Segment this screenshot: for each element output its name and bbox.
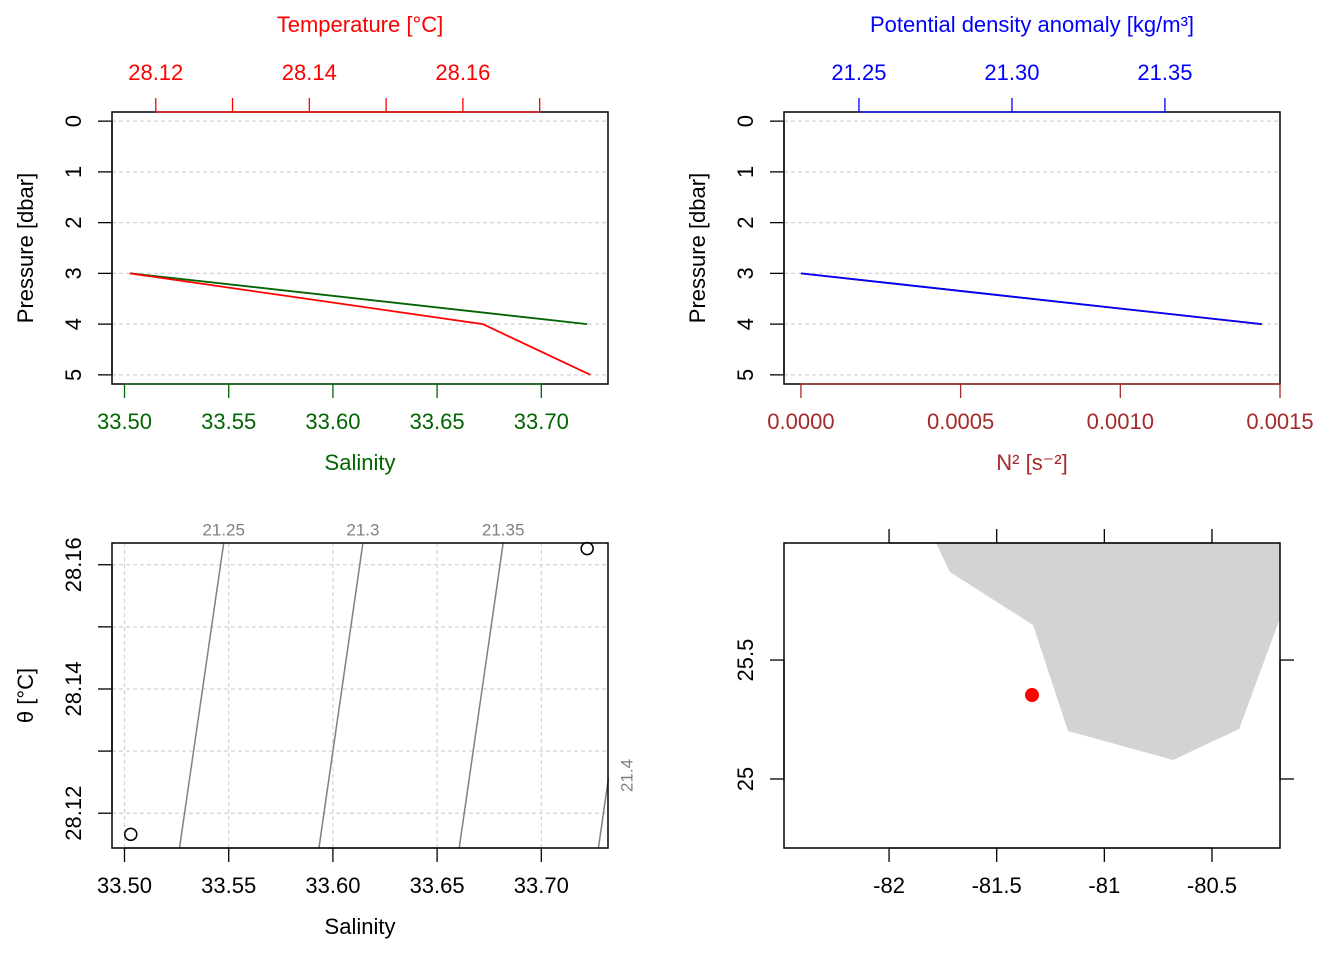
x2-axis-title: Temperature [°C] [277,12,444,37]
x2-tick-label: 21.25 [831,60,886,85]
x-axis-title: Salinity [325,914,396,939]
x-tick-label: 0.0000 [767,409,834,434]
x-tick-label: 0.0015 [1246,409,1313,434]
y-axis-title: Pressure [dbar] [685,173,710,323]
y-tick-label: 5 [61,369,86,381]
profile-line [129,272,591,376]
y-tick-label: 1 [733,166,758,178]
y-tick-label: 2 [61,217,86,229]
x-tick-label: -81.5 [972,873,1022,898]
x2-tick-label: 28.12 [128,60,183,85]
x-tick-label: 33.55 [201,873,256,898]
station [1025,688,1039,703]
x-tick-label: 33.65 [410,409,465,434]
y-tick-label: 28.16 [61,537,86,592]
x-tick-label: 33.70 [514,409,569,434]
x-axis-title: N² [s⁻²] [996,450,1068,475]
y-tick-label: 28.14 [61,661,86,716]
land [935,543,1280,760]
x2-tick-label: 28.16 [435,60,490,85]
x-tick-label: 0.0010 [1087,409,1154,434]
y-tick-label: 3 [61,267,86,279]
isopycnal [597,778,610,849]
ts-point [580,541,594,556]
y-tick-label: 25.5 [733,639,758,682]
isopycnal-label: 21.35 [482,520,525,539]
isopycnal [458,542,504,849]
x-tick-label: 33.50 [97,409,152,434]
isopycnal-label: 21.4 [617,759,636,792]
plot-frame [783,111,1281,385]
y-tick-label: 2 [733,217,758,229]
x-tick-label: 33.70 [514,873,569,898]
y-tick-label: 0 [61,115,86,127]
x2-tick-label: 21.35 [1137,60,1192,85]
y-tick-label: 0 [733,115,758,127]
y-tick-label: 25 [733,767,758,791]
y-tick-label: 28.12 [61,786,86,841]
x-tick-label: -82 [873,873,905,898]
ts-point [124,827,138,842]
x-tick-label: 33.50 [97,873,152,898]
y-tick-label: 4 [61,318,86,330]
x2-tick-label: 28.14 [282,60,337,85]
isopycnal [318,542,364,849]
x-tick-label: 33.60 [305,409,360,434]
x-tick-label: 33.55 [201,409,256,434]
profile-line [800,272,1263,326]
plot-frame [111,111,609,385]
x-tick-label: -81 [1088,873,1120,898]
y-tick-label: 3 [733,267,758,279]
profile-line [130,272,588,326]
isopycnal-label: 21.25 [202,520,245,539]
isopycnal [178,542,225,849]
y-axis-title: Pressure [dbar] [13,173,38,323]
x-axis-title: Salinity [325,450,396,475]
x2-axis-title: Potential density anomaly [kg/m³] [870,12,1194,37]
x-tick-label: -80.5 [1187,873,1237,898]
x-tick-label: 33.65 [410,873,465,898]
y-tick-label: 4 [733,318,758,330]
y-tick-label: 5 [733,369,758,381]
isopycnal-label: 21.3 [346,520,379,539]
x-tick-label: 33.60 [305,873,360,898]
x-tick-label: 0.0005 [927,409,994,434]
y-axis-title: θ [°C] [13,668,38,723]
x2-tick-label: 21.30 [984,60,1039,85]
y-tick-label: 1 [61,166,86,178]
